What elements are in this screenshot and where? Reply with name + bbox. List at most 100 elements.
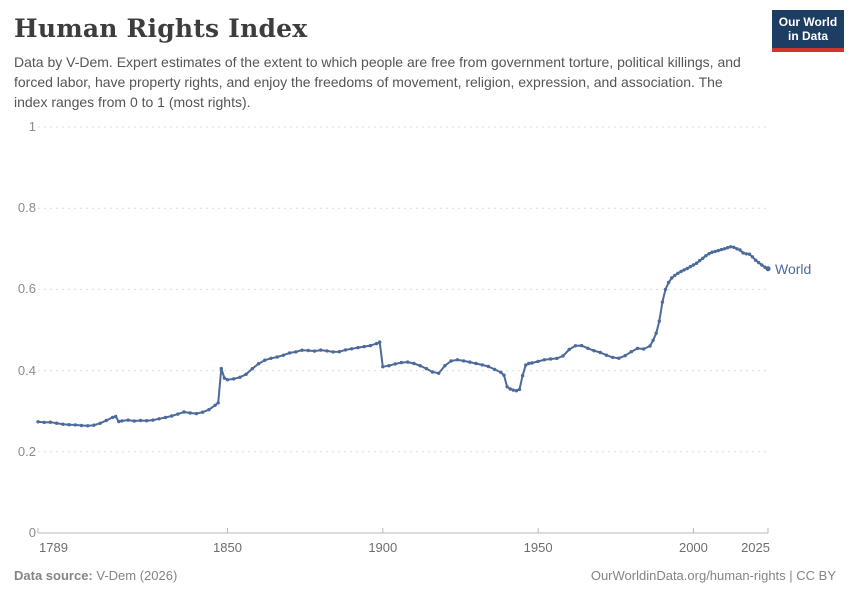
- world-series-point-2008: [716, 248, 720, 253]
- world-series-point-1918: [437, 371, 441, 375]
- world-series-point-1916: [430, 370, 435, 374]
- world-series-point-1882: [325, 349, 329, 353]
- world-series-point-1900: [381, 365, 385, 369]
- world-series-point-1968: [592, 349, 596, 353]
- world-series-point-1924: [455, 358, 460, 362]
- world-series-point-1902: [387, 364, 391, 368]
- world-series-point-1813: [110, 415, 115, 420]
- world-series-point-1838: [188, 411, 192, 415]
- world-series-point-1854: [238, 375, 242, 379]
- world-series-point-1934: [486, 364, 491, 369]
- world-series-point-1816: [120, 419, 124, 423]
- world-series-point-2010: [722, 247, 727, 251]
- world-series-point-2022: [760, 263, 764, 267]
- world-series-point-2009: [719, 247, 724, 252]
- world-series-point-1986: [648, 344, 652, 348]
- world-series-point-1844: [207, 408, 211, 412]
- world-series-point-1880: [319, 348, 323, 352]
- world-series-point-2016: [741, 251, 745, 255]
- world-series-point-1990: [660, 300, 665, 304]
- world-series-point-2013: [732, 245, 736, 249]
- world-series-point-1984: [642, 347, 646, 351]
- world-series-point-1814: [114, 414, 118, 419]
- world-series-point-1930: [474, 361, 478, 366]
- x-tick-label-1950: 1950: [523, 540, 553, 555]
- world-series-point-1899: [378, 340, 382, 344]
- world-series-point-1966: [586, 346, 590, 350]
- world-series-point-1789: [36, 420, 40, 424]
- world-series-point-1842: [200, 410, 205, 414]
- world-series-point-1849: [222, 376, 227, 380]
- world-series-point-1944: [517, 387, 522, 392]
- world-series-point-1960: [567, 347, 571, 352]
- world-series-point-1797: [61, 422, 65, 426]
- world-series-point-1948: [530, 361, 534, 365]
- world-series-point-1840: [194, 411, 199, 416]
- series-label-world[interactable]: World: [775, 260, 812, 277]
- world-series-point-2021: [757, 260, 761, 265]
- world-series-point-1805: [86, 424, 90, 428]
- world-series-point-1970: [598, 350, 602, 355]
- world-series-point-2003: [701, 256, 705, 260]
- x-tick-label-1789: 1789: [39, 540, 68, 555]
- world-series-point-1994: [673, 273, 677, 278]
- world-series-point-1847: [216, 401, 220, 405]
- world-series-point-1886: [337, 350, 341, 354]
- world-series-point-1906: [399, 360, 404, 365]
- world-series-point-2000: [691, 263, 696, 267]
- world-series-point-1850: [225, 378, 230, 382]
- world-series-point-1980: [629, 350, 633, 354]
- world-series-point-1987: [651, 338, 655, 342]
- world-series-point-1868: [281, 353, 286, 357]
- world-series-point-1836: [182, 410, 186, 414]
- world-series-point-1876: [306, 348, 310, 353]
- world-series-point-1898: [374, 341, 379, 346]
- world-series-point-1947: [527, 361, 531, 366]
- x-tick-label-2000: 2000: [678, 540, 708, 555]
- world-series-point-1815: [117, 419, 121, 424]
- world-series-point-2006: [710, 250, 714, 254]
- world-series-point-1864: [269, 356, 273, 360]
- world-series-point-1982: [635, 346, 640, 351]
- world-series-point-2004: [704, 254, 708, 258]
- world-series-point-1820: [132, 419, 136, 423]
- y-tick-label-0.2: 0.2: [17, 443, 36, 459]
- world-series-point-1858: [250, 367, 254, 371]
- world-series-point-1912: [418, 364, 422, 368]
- world-series-point-1954: [548, 357, 553, 361]
- world-series-point-1872: [294, 350, 298, 354]
- world-series-point-1993: [670, 276, 674, 280]
- world-series-point-1848: [219, 366, 223, 371]
- world-series-point-1866: [275, 355, 279, 359]
- world-series-point-1896: [368, 343, 373, 348]
- world-series-point-1991: [663, 287, 668, 292]
- world-series-point-2017: [744, 252, 748, 256]
- world-series-point-1950: [536, 359, 540, 364]
- world-series-point-1989: [657, 319, 661, 323]
- world-series-point-2019: [750, 255, 755, 259]
- world-series-line: [37, 245, 769, 427]
- world-series-point-1946: [524, 363, 528, 367]
- owid-url-license-link[interactable]: OurWorldinData.org/human-rights | CC BY: [590, 568, 836, 583]
- world-series-point-1940: [505, 385, 509, 389]
- world-series-point-1884: [331, 350, 335, 354]
- world-series-point-1892: [356, 345, 360, 350]
- world-series-point-1801: [73, 423, 78, 427]
- world-series-point-1809: [98, 421, 102, 425]
- world-series-point-1793: [48, 420, 53, 424]
- world-series-point-2002: [698, 258, 702, 263]
- world-series-point-1978: [623, 354, 627, 358]
- world-series-point-1795: [54, 421, 59, 425]
- world-series-point-1856: [244, 372, 248, 376]
- world-series-point-2005: [707, 252, 711, 256]
- owid-logo[interactable]: Our World in Data: [772, 10, 844, 52]
- world-series-point-2018: [747, 252, 752, 256]
- world-series-point-1818: [126, 418, 130, 422]
- world-series-point-1938: [499, 370, 503, 375]
- world-series-point-1945: [520, 373, 525, 378]
- chart-subtitle: Data by V-Dem. Expert estimates of the e…: [14, 54, 741, 110]
- world-series-point-1846: [213, 403, 217, 407]
- world-series-point-1862: [263, 358, 267, 362]
